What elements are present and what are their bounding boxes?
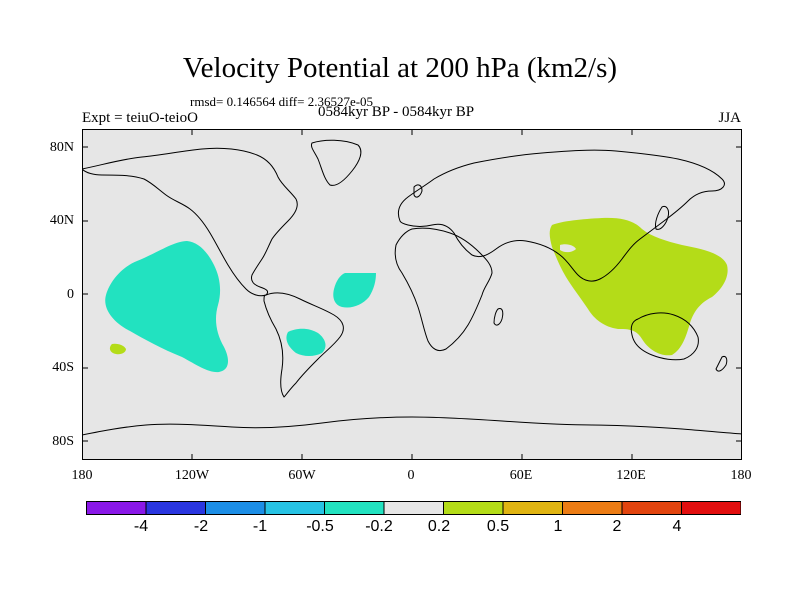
season-label: JJA — [718, 110, 741, 126]
small-pacific-anomaly — [109, 343, 126, 355]
stats-line: rmsd= 0.146564 diff= 2.36527e-05 — [190, 94, 374, 109]
africa-coast — [394, 227, 493, 352]
colorbar-label: -0.5 — [306, 518, 334, 535]
colorbar-label: -2 — [193, 518, 209, 535]
experiment-label: Expt = teiuO-teioO — [82, 110, 198, 126]
colorbar-box — [264, 501, 325, 515]
colorbar-label: 4 — [672, 518, 682, 535]
colorbar-box — [324, 501, 385, 515]
north-america-coast — [82, 147, 298, 297]
atlantic-anomaly — [333, 273, 376, 308]
central-pacific-anomaly — [105, 241, 229, 373]
colorbar-box — [205, 501, 266, 515]
south-america-anomaly — [286, 328, 326, 356]
lat-label-40s: 40S — [52, 360, 74, 375]
colorbar-box — [383, 501, 444, 515]
colorbar-label: 0.2 — [427, 518, 451, 535]
madagascar-coast — [493, 308, 504, 326]
eurasia-coast — [397, 149, 725, 282]
lon-label-120e: 120E — [616, 468, 646, 483]
south-america-coast — [263, 292, 344, 398]
colorbar-label: -1 — [252, 518, 268, 535]
lon-label-180w: 180 — [71, 468, 93, 483]
australia-coast — [630, 312, 699, 361]
colorbar-box — [621, 501, 682, 515]
colorbar-label: 1 — [553, 518, 563, 535]
anomaly-gap — [560, 244, 576, 253]
world-map — [82, 129, 742, 460]
colorbar-box — [443, 501, 504, 515]
lon-label-60w: 60W — [288, 468, 316, 483]
period-label: 0584kyr BP - 0584kyr BP — [318, 104, 475, 120]
colorbar-box — [502, 501, 563, 515]
antarctica-coast — [82, 416, 742, 436]
colorbar-box — [681, 501, 741, 515]
lon-label-0: 0 — [407, 468, 415, 483]
colorbar-label: -0.2 — [365, 518, 393, 535]
colorbar — [86, 501, 741, 515]
greenland-coast — [311, 139, 362, 186]
colorbar-box — [562, 501, 623, 515]
indo-pacific-anomaly — [549, 217, 728, 356]
lon-label-120w: 120W — [174, 468, 210, 483]
lon-label-180e: 180 — [730, 468, 752, 483]
uk-coast — [413, 184, 423, 198]
lat-label-eq: 0 — [67, 287, 74, 302]
axis-ticks — [82, 129, 742, 460]
map-title: Velocity Potential at 200 hPa (km2/s) — [182, 52, 618, 84]
colorbar-label: 2 — [612, 518, 622, 535]
colorbar-box — [86, 501, 147, 515]
new-zealand-coast — [715, 356, 728, 372]
lon-label-60e: 60E — [509, 468, 533, 483]
lat-label-40n: 40N — [49, 213, 74, 228]
colorbar-label: 0.5 — [486, 518, 510, 535]
japan-coast — [655, 206, 669, 230]
negative-anomaly-regions — [105, 241, 376, 373]
colorbar-label: -4 — [133, 518, 149, 535]
positive-anomaly-regions — [109, 217, 728, 356]
coastlines — [82, 139, 742, 436]
lat-label-80n: 80N — [49, 140, 74, 155]
colorbar-box — [145, 501, 206, 515]
lat-label-80s: 80S — [52, 434, 74, 449]
